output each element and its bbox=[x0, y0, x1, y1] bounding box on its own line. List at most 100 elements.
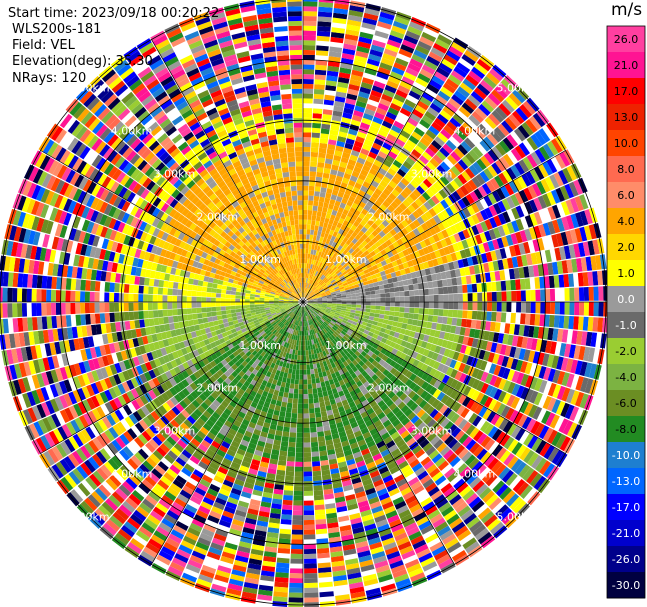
velocity-bin bbox=[510, 279, 516, 291]
velocity-bin bbox=[391, 188, 400, 198]
velocity-bin bbox=[431, 121, 443, 132]
velocity-bin bbox=[445, 101, 458, 113]
velocity-bin bbox=[287, 397, 293, 404]
velocity-bin bbox=[588, 224, 597, 240]
velocity-bin bbox=[340, 247, 346, 253]
velocity-bin bbox=[279, 386, 285, 393]
velocity-bin bbox=[510, 312, 517, 324]
velocity-bin bbox=[390, 163, 400, 173]
velocity-bin bbox=[346, 200, 354, 207]
velocity-bin bbox=[319, 401, 326, 408]
velocity-bin bbox=[471, 66, 486, 79]
velocity-bin bbox=[303, 229, 307, 235]
velocity-bin bbox=[397, 222, 405, 231]
velocity-bin bbox=[384, 310, 390, 316]
velocity-bin bbox=[375, 302, 381, 306]
velocity-bin bbox=[358, 237, 365, 244]
velocity-bin bbox=[307, 299, 313, 301]
velocity-bin bbox=[499, 248, 507, 259]
velocity-bin bbox=[314, 260, 319, 266]
velocity-bin bbox=[465, 237, 474, 248]
velocity-bin bbox=[556, 218, 565, 232]
velocity-bin bbox=[427, 244, 435, 253]
velocity-bin bbox=[549, 302, 556, 315]
velocity-bin bbox=[393, 62, 407, 72]
velocity-bin bbox=[355, 289, 361, 294]
velocity-bin bbox=[307, 388, 313, 394]
velocity-bin bbox=[412, 162, 423, 172]
velocity-bin bbox=[309, 258, 312, 265]
velocity-bin bbox=[368, 283, 375, 288]
velocity-bin bbox=[412, 210, 421, 219]
velocity-bin bbox=[319, 280, 324, 285]
velocity-bin bbox=[445, 254, 453, 263]
velocity-bin bbox=[461, 121, 474, 134]
velocity-bin bbox=[291, 529, 303, 535]
velocity-bin bbox=[355, 100, 367, 109]
velocity-bin bbox=[416, 216, 425, 225]
velocity-bin bbox=[442, 309, 449, 317]
velocity-bin bbox=[429, 185, 439, 195]
velocity-bin bbox=[382, 234, 390, 242]
velocity-bin bbox=[486, 133, 499, 146]
velocity-bin bbox=[317, 206, 323, 212]
velocity-bin bbox=[426, 83, 440, 95]
velocity-bin bbox=[297, 413, 303, 419]
velocity-bin bbox=[341, 53, 355, 60]
velocity-bin bbox=[328, 203, 335, 210]
velocity-bin bbox=[312, 122, 322, 129]
velocity-bin bbox=[419, 36, 434, 47]
velocity-bin bbox=[424, 210, 433, 220]
velocity-bin bbox=[373, 281, 379, 287]
velocity-bin bbox=[303, 447, 311, 453]
velocity-bin bbox=[364, 176, 373, 185]
velocity-bin bbox=[385, 231, 393, 239]
velocity-bin bbox=[494, 106, 508, 120]
velocity-bin bbox=[373, 268, 380, 274]
velocity-bin bbox=[365, 63, 379, 72]
velocity-bin bbox=[318, 152, 326, 159]
velocity-bin bbox=[303, 403, 309, 409]
velocity-bin bbox=[316, 295, 322, 298]
velocity-bin bbox=[305, 288, 309, 293]
velocity-bin bbox=[303, 268, 305, 273]
velocity-bin bbox=[397, 280, 404, 287]
velocity-bin bbox=[519, 230, 528, 243]
velocity-bin bbox=[559, 151, 571, 167]
velocity-bin bbox=[356, 295, 362, 299]
velocity-bin bbox=[340, 277, 347, 283]
velocity-bin bbox=[377, 21, 392, 30]
velocity-bin bbox=[355, 307, 361, 311]
velocity-bin bbox=[389, 306, 395, 312]
velocity-bin bbox=[529, 168, 541, 183]
velocity-bin bbox=[336, 271, 343, 277]
velocity-bin bbox=[393, 316, 399, 322]
velocity-bin bbox=[385, 257, 392, 265]
velocity-bin bbox=[468, 246, 477, 257]
velocity-bin bbox=[453, 293, 459, 302]
velocity-bin bbox=[391, 260, 398, 267]
velocity-bin bbox=[311, 132, 321, 139]
velocity-bin bbox=[328, 178, 336, 185]
velocity-bin bbox=[318, 279, 323, 284]
velocity-bin bbox=[423, 238, 432, 247]
velocity-bin bbox=[312, 470, 322, 477]
velocity-bin bbox=[291, 369, 296, 375]
velocity-bin bbox=[461, 53, 476, 66]
velocity-bin bbox=[383, 48, 398, 58]
velocity-bin bbox=[350, 74, 363, 82]
velocity-bin bbox=[303, 437, 311, 443]
velocity-bin bbox=[495, 143, 507, 156]
velocity-bin bbox=[299, 335, 302, 341]
velocity-bin bbox=[286, 407, 292, 413]
velocity-bin bbox=[429, 251, 437, 260]
velocity-bin bbox=[303, 461, 312, 467]
velocity-bin bbox=[309, 284, 313, 290]
velocity-bin bbox=[334, 276, 340, 281]
velocity-bin bbox=[367, 240, 375, 247]
velocity-bin bbox=[298, 398, 303, 404]
velocity-bin bbox=[409, 302, 415, 308]
velocity-bin bbox=[330, 291, 336, 295]
velocity-bin bbox=[499, 156, 510, 170]
velocity-bin bbox=[362, 164, 371, 173]
